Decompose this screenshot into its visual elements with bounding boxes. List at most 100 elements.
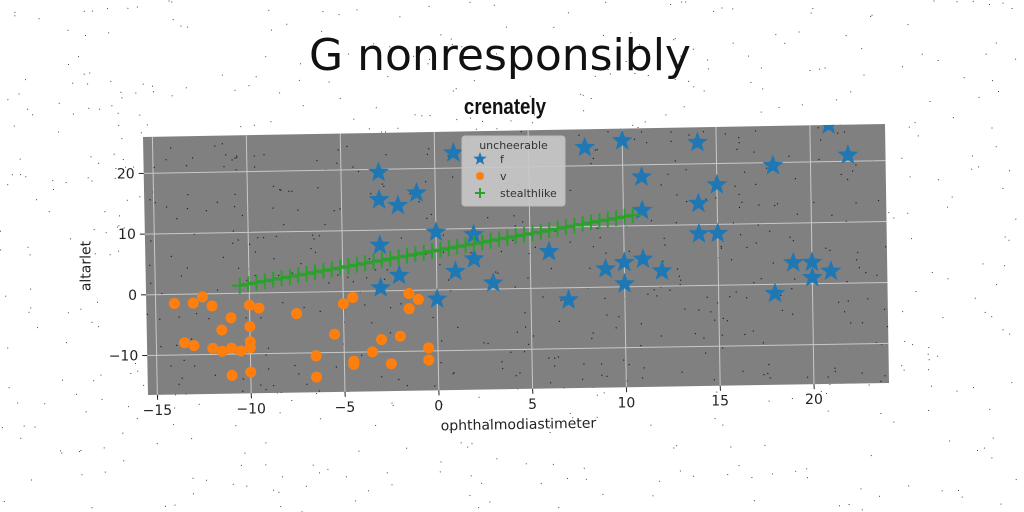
- circle-point: [244, 321, 256, 333]
- y-tick-label: 10: [118, 227, 136, 243]
- plus-point: [265, 271, 282, 288]
- x-axis-label: ophthalmodiastimeter: [441, 416, 597, 435]
- plus-point: [524, 225, 541, 242]
- circle-point: [337, 298, 349, 310]
- legend-label: v: [500, 170, 507, 183]
- plus-point: [557, 219, 574, 236]
- star-point: [614, 272, 636, 293]
- circle-point: [207, 342, 219, 354]
- star-point: [387, 194, 409, 215]
- plus-point: [281, 268, 298, 285]
- circle-point: [196, 291, 208, 303]
- plus-point: [599, 211, 616, 228]
- legend-label: stealthlike: [500, 187, 557, 200]
- plus-point: [532, 223, 549, 240]
- plus-point: [415, 244, 432, 261]
- plus-point: [357, 255, 374, 272]
- plus-point: [608, 210, 625, 227]
- plot-area: [143, 124, 889, 395]
- circle-point: [403, 303, 415, 315]
- x-tick-label: 0: [434, 398, 443, 414]
- circle-point: [385, 358, 397, 370]
- star-point: [782, 251, 804, 272]
- star-point: [538, 240, 560, 261]
- legend-marker-icon: [475, 188, 485, 198]
- circle-point: [225, 312, 237, 324]
- plus-point: [566, 217, 583, 234]
- plus-point: [315, 262, 332, 279]
- plus-point: [290, 267, 307, 284]
- circle-point: [168, 297, 180, 309]
- legend-label: f: [500, 153, 505, 166]
- plus-point: [424, 243, 441, 260]
- x-tick-label: 10: [617, 395, 635, 411]
- plus-point: [382, 250, 399, 267]
- star-point: [762, 154, 784, 175]
- plus-point: [440, 240, 457, 257]
- star-point: [406, 182, 427, 202]
- circle-point: [423, 354, 435, 366]
- star-point: [820, 260, 842, 281]
- star-point: [370, 276, 392, 297]
- plus-point: [390, 249, 407, 266]
- star-point: [463, 223, 484, 244]
- plus-point: [373, 252, 390, 269]
- circle-point: [216, 324, 228, 336]
- star-point: [707, 222, 729, 243]
- plus-point: [457, 237, 474, 254]
- plus-point: [240, 276, 257, 293]
- star-point: [801, 251, 823, 272]
- star-point: [651, 260, 673, 280]
- star-point: [388, 264, 410, 285]
- star-point: [445, 260, 466, 281]
- circle-point: [366, 346, 378, 358]
- legend-item-f: f: [473, 152, 505, 166]
- plus-point: [549, 220, 566, 237]
- legend-item-stealthlike: stealthlike: [475, 187, 557, 200]
- star-point: [426, 288, 448, 308]
- plus-point: [482, 232, 499, 249]
- circle-point: [188, 340, 200, 352]
- legend-title: uncheerable: [479, 139, 548, 152]
- circle-point: [423, 342, 435, 354]
- chart-subtitle: crenately: [463, 94, 547, 119]
- plus-point: [323, 261, 340, 278]
- circle-point: [311, 371, 323, 383]
- circle-point: [394, 330, 406, 342]
- circle-point: [403, 287, 415, 299]
- plus-point: [591, 213, 608, 230]
- plus-point: [624, 207, 641, 224]
- legend-marker-icon: [476, 172, 484, 180]
- legend-box: [461, 135, 566, 207]
- star-point: [801, 266, 823, 287]
- series-v: [168, 287, 435, 383]
- circle-point: [348, 358, 360, 370]
- circle-point: [179, 337, 191, 349]
- circle-point: [376, 334, 388, 346]
- plus-point: [365, 253, 382, 270]
- circle-point: [253, 302, 265, 314]
- star-point: [368, 188, 390, 209]
- star-point: [442, 141, 464, 162]
- star-point: [482, 272, 504, 292]
- x-tick-label: −5: [335, 400, 356, 416]
- circle-point: [310, 350, 322, 362]
- axis-ticks: −15 −10 −5 0 5 10 15 20 −10 0 10 20: [109, 166, 823, 418]
- plus-point: [340, 258, 357, 275]
- plus-point: [248, 274, 265, 291]
- circle-point: [412, 293, 424, 305]
- series-f: [368, 124, 859, 309]
- y-tick-label: 20: [117, 166, 135, 182]
- circle-point: [245, 366, 257, 378]
- star-point: [425, 221, 447, 242]
- data-marks: [168, 124, 859, 383]
- plus-point: [465, 235, 482, 252]
- star-point: [688, 222, 710, 243]
- plus-point: [583, 214, 600, 231]
- x-tick-label: 5: [528, 397, 537, 413]
- plus-point: [231, 277, 248, 294]
- star-point: [368, 161, 389, 182]
- series-stealthlike: [231, 207, 641, 294]
- y-axis-label: altarlet: [79, 240, 95, 291]
- circle-point: [244, 299, 256, 311]
